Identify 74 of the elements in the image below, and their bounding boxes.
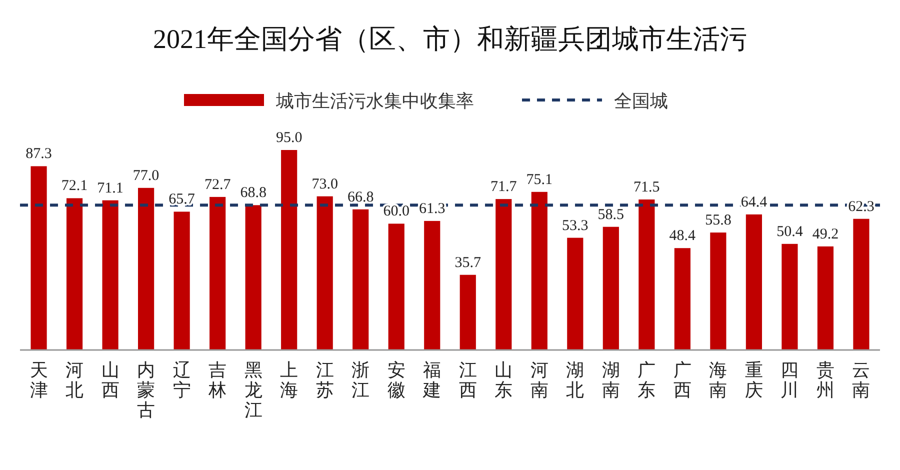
data-label: 49.2: [812, 226, 839, 242]
data-label: 87.3: [26, 146, 52, 162]
bar: [567, 238, 584, 350]
data-label: 48.4: [669, 228, 696, 244]
x-tick-label: 广东: [638, 360, 656, 400]
data-label: 53.3: [562, 218, 588, 234]
bar: [174, 212, 190, 350]
x-tick-label: 海南: [709, 360, 728, 400]
x-tick-label: 重庆: [744, 360, 763, 400]
bar: [531, 192, 548, 350]
x-tick-label: 上海: [280, 360, 298, 400]
x-tick-label: 贵州: [816, 360, 834, 400]
x-tick-label: 河南: [530, 360, 548, 400]
bar: [746, 214, 762, 350]
bar: [602, 226, 619, 350]
data-label: 50.4: [776, 224, 804, 240]
bar: [424, 220, 440, 350]
bar: [817, 246, 834, 350]
x-tick-label: 湖北: [566, 360, 584, 400]
x-tick-label: 内蒙古: [137, 360, 156, 420]
data-label: 71.1: [97, 180, 124, 196]
x-tick-label: 湖南: [602, 360, 620, 400]
chart-title: 2021年全国分省（区、市）和新疆兵团城市生活污: [153, 24, 747, 54]
data-label: 72.7: [204, 176, 232, 193]
x-tick-label: 天津: [30, 360, 48, 400]
bar: [460, 274, 476, 350]
x-tick-label: 浙江: [352, 360, 370, 400]
legend-label: 全国城: [614, 91, 668, 111]
data-label: 68.8: [240, 185, 266, 202]
data-label: 35.7: [454, 254, 482, 271]
data-label: 73.0: [312, 176, 338, 192]
bar: [66, 198, 83, 350]
data-label: 77.0: [132, 168, 160, 184]
data-label: 58.5: [598, 206, 624, 223]
bar: [638, 199, 655, 350]
x-tick-label: 吉林: [208, 360, 227, 400]
bar: [388, 224, 404, 350]
bar: [30, 166, 47, 350]
x-tick-label: 江苏: [316, 360, 334, 400]
bar: [245, 205, 262, 350]
x-tick-label: 安徽: [387, 360, 406, 400]
x-tick-label: 黑龙江: [244, 360, 262, 420]
data-label: 71.5: [634, 179, 660, 196]
data-label: 71.7: [490, 179, 518, 196]
bar: [210, 196, 226, 350]
legend-label: 城市生活污水集中收集率: [275, 91, 474, 111]
data-label: 95.0: [276, 130, 302, 146]
x-tick-label: 广西: [673, 360, 692, 400]
bar: [281, 150, 298, 350]
data-label: 75.1: [526, 172, 553, 188]
x-tick-label: 云南: [852, 360, 870, 400]
x-tick-label: 江西: [458, 360, 477, 400]
bar: [782, 244, 798, 350]
data-label: 66.8: [347, 189, 374, 206]
bar: [316, 196, 333, 350]
bar: [853, 218, 870, 350]
data-label: 72.1: [61, 178, 88, 194]
data-label: 60.0: [383, 204, 410, 220]
x-tick-label: 辽宁: [172, 360, 191, 400]
x-tick-label: 四川: [780, 360, 799, 400]
x-tick-label: 河北: [66, 360, 84, 400]
x-tick-label: 山西: [101, 360, 120, 400]
data-label: 64.4: [740, 194, 768, 210]
bar: [496, 199, 512, 350]
x-tick-label: 福建: [422, 360, 442, 400]
bar: [674, 248, 690, 350]
data-label: 62.3: [848, 198, 874, 215]
bar: [138, 188, 154, 350]
data-label: 55.8: [705, 212, 732, 229]
x-tick-label: 山东: [494, 360, 513, 400]
data-label: 61.3: [418, 200, 446, 217]
bar: [102, 200, 118, 350]
bar: [710, 232, 726, 350]
bar: [352, 209, 369, 350]
